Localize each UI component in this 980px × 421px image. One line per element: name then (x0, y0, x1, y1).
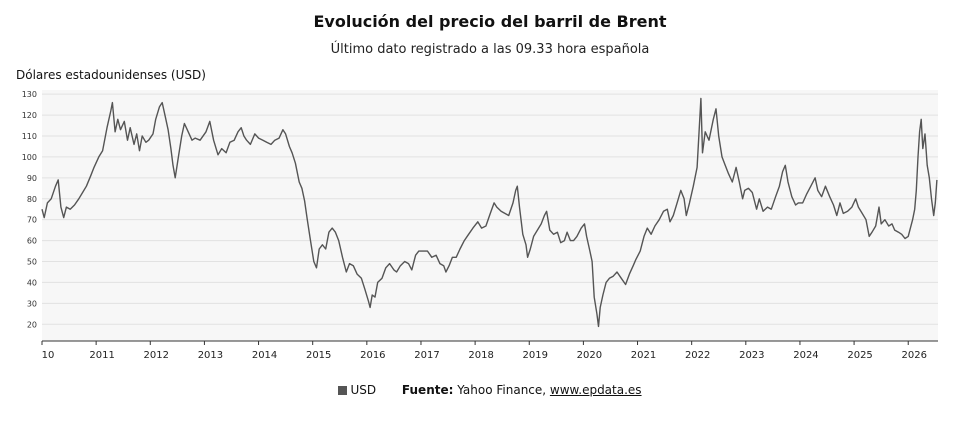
y-axis-ticks: 20 30 40 50 60 70 80 90 100 110 120 130 (22, 90, 37, 329)
y-tick-label: 60 (27, 237, 37, 246)
x-tick-label: 2015 (306, 350, 331, 361)
x-tick-label: 2026 (901, 350, 926, 361)
x-tick-label: 2025 (847, 350, 872, 361)
source-label: Fuente: (401, 383, 454, 397)
chart-title: Evolución del precio del barril de Brent (313, 12, 667, 31)
x-axis-ticks: 10 2011 2012 2013 2014 2015 2016 2017 2018 2019 20… (41, 341, 927, 361)
y-tick-label: 110 (22, 132, 37, 141)
x-tick-label: 2022 (685, 350, 710, 361)
y-tick-label: 30 (27, 299, 37, 308)
y-tick-label: 120 (22, 111, 37, 120)
x-tick-label: 10 (42, 350, 55, 361)
y-tick-label: 40 (27, 278, 37, 287)
y-tick-label: 50 (27, 258, 37, 267)
series-line-usd (41, 97, 938, 328)
x-tick-label: 2020 (577, 350, 602, 361)
x-tick-label: 2019 (523, 350, 548, 361)
x-tick-label: 2012 (144, 350, 169, 361)
x-tick-label: 2021 (631, 350, 656, 361)
x-tick-label: 2013 (198, 350, 223, 361)
legend-swatch (338, 386, 348, 395)
source-link[interactable]: www.epdata.es (549, 383, 642, 397)
legend-item-usd[interactable]: USD (338, 383, 376, 397)
y-tick-label: 90 (27, 174, 37, 183)
y-axis-label: Dólares estadounidenses (USD) (16, 68, 206, 82)
chart-footer: USD Fuente: Yahoo Finance, www.epdata.es (0, 383, 980, 397)
x-tick-label: 2024 (793, 350, 818, 361)
x-tick-label: 2014 (252, 350, 277, 361)
x-tick-label: 2016 (360, 350, 385, 361)
x-tick-label: 2023 (739, 350, 764, 361)
y-tick-label: 70 (27, 216, 37, 225)
y-tick-label: 130 (22, 90, 37, 99)
y-tick-label: 100 (22, 153, 37, 162)
source-text: Yahoo Finance, (457, 383, 550, 397)
x-tick-label: 2011 (89, 350, 114, 361)
gridlines (42, 93, 938, 325)
x-tick-label: 2017 (414, 350, 439, 361)
y-tick-label: 20 (27, 320, 37, 329)
x-tick-label: 2018 (468, 350, 493, 361)
legend-label: USD (350, 383, 377, 397)
chart-subtitle: Último dato registrado a las 09.33 hora … (330, 42, 650, 57)
y-tick-label: 80 (27, 195, 37, 204)
